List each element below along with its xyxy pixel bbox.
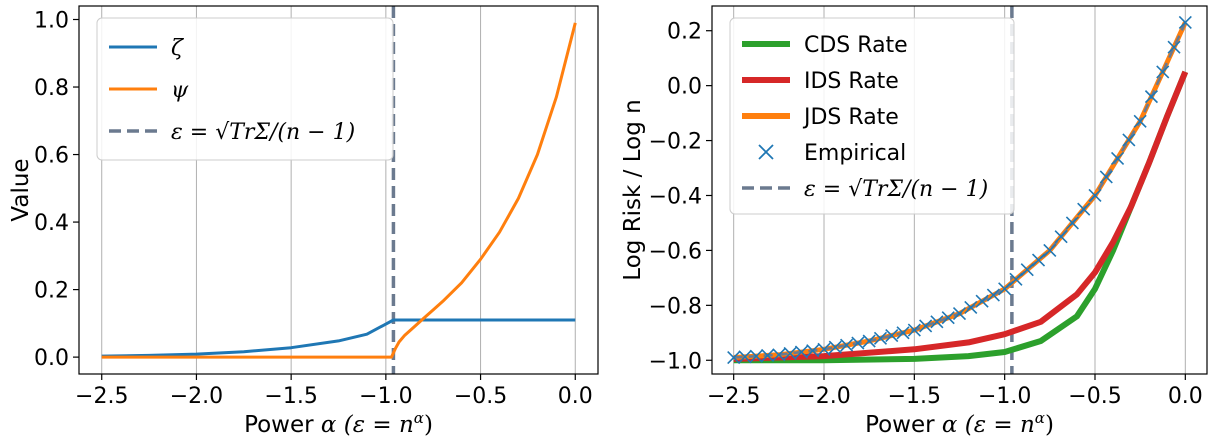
series-line-ψ <box>101 22 577 359</box>
y-tick-label: 0.0 <box>667 75 702 100</box>
legend-label: IDS Rate <box>804 69 899 94</box>
x-tick-label: −2.5 <box>707 384 760 409</box>
axes-frame <box>78 5 599 375</box>
y-tick-label: 0.2 <box>667 20 702 45</box>
empirical-marker <box>919 319 933 333</box>
chart-2: −2.5 −2.0 −1.5 −1.0 −0.5 0.0 −1.0 −0.8 −0.6 −0.4 −… <box>620 5 1208 438</box>
x-tick-label: −0.5 <box>454 384 507 409</box>
legend-label: ε = √TrΣ/(n − 1) <box>171 120 355 145</box>
empirical-marker <box>1043 243 1057 257</box>
y-tick-label: 1.0 <box>34 9 69 34</box>
empirical-marker <box>952 307 967 321</box>
y-tick-label: −0.4 <box>649 184 702 209</box>
axes-frame <box>711 5 1208 375</box>
empirical-marker <box>975 294 989 308</box>
empirical-marker <box>1065 216 1079 230</box>
empirical-marker <box>851 336 865 350</box>
legend-label: CDS Rate <box>804 33 908 58</box>
legend: ζψ ε = √TrΣ/(n − 1) <box>96 17 394 161</box>
x-axis-label: Power α (ε = nα) <box>865 409 1054 438</box>
legend-item: ε = √TrΣ/(n − 1) <box>109 120 355 145</box>
y-tick-label: 0.6 <box>34 144 69 169</box>
x-tick-label: 0.0 <box>1168 384 1203 409</box>
series-line-ids-rate <box>733 70 1189 362</box>
legend-box <box>729 17 1015 215</box>
legend-box <box>96 17 394 161</box>
empirical-marker <box>806 344 820 358</box>
x-tick-label: −1.5 <box>264 384 317 409</box>
legend-label: JDS Rate <box>802 105 899 130</box>
empirical-marker <box>1144 90 1159 104</box>
empirical-marker <box>1099 170 1113 184</box>
empirical-marker <box>760 348 775 363</box>
legend-item: IDS Rate <box>742 69 899 94</box>
legend-item: CDS Rate <box>742 33 908 58</box>
empirical-marker <box>1156 65 1170 79</box>
legend-label: Empirical <box>804 141 906 166</box>
y-tick-label: 0.8 <box>34 76 69 101</box>
legend: CDS Rate IDS Rate JDS Rate Empirical ε = √Tr… <box>729 17 1015 215</box>
chart-1: −2.5 −2.0 −1.5 −1.0 −0.5 0.0 0.0 0.2 0.4 0.6 0.8 1.… <box>8 5 599 438</box>
empirical-marker <box>907 323 921 337</box>
empirical-marker <box>1111 151 1125 165</box>
empirical-marker <box>1088 188 1102 203</box>
empirical-marker <box>1077 202 1091 216</box>
empirical-marker <box>1009 272 1023 286</box>
empirical-marker <box>828 340 842 354</box>
legend-item: JDS Rate <box>742 105 899 130</box>
empirical-marker <box>1178 15 1192 30</box>
empirical-marker <box>772 348 786 362</box>
x-axis-label: Power α (ε = nα) <box>244 409 433 438</box>
y-tick-label: −0.2 <box>649 130 702 155</box>
x-tick-label: −1.0 <box>978 384 1031 409</box>
y-tick-label: −0.8 <box>649 294 702 319</box>
empirical-marker <box>873 331 888 345</box>
empirical-marker <box>840 338 854 352</box>
y-tick-label: 0.0 <box>34 346 69 371</box>
legend-item: Empirical <box>758 141 906 166</box>
empirical-marker <box>1122 133 1136 147</box>
y-tick-label: 0.4 <box>34 211 69 236</box>
empirical-marker <box>817 342 831 356</box>
empirical-marker <box>896 326 910 340</box>
empirical-marker <box>964 300 978 314</box>
x-tick-label: −2.0 <box>797 384 850 409</box>
empirical-marker <box>1133 114 1147 128</box>
x-tick-label: −0.5 <box>1068 384 1121 409</box>
empirical-marker <box>986 288 1000 302</box>
legend-label: ψ <box>171 78 189 103</box>
empirical-marker <box>783 346 797 360</box>
empirical-marker <box>862 334 876 348</box>
empirical-marker <box>941 311 955 325</box>
legend-swatch <box>758 144 774 160</box>
x-tick-label: 0.0 <box>558 384 593 409</box>
legend-item: ψ <box>109 78 189 103</box>
y-axis-label: Log Risk / Log n <box>620 99 646 280</box>
legend-item: ε = √TrΣ/(n − 1) <box>742 177 988 202</box>
y-tick-label: −1.0 <box>649 349 702 374</box>
legend-label: ζ <box>171 36 185 61</box>
y-tick-label: 0.2 <box>34 279 69 304</box>
series-line-ζ <box>101 318 576 358</box>
x-tick-label: −2.0 <box>170 384 223 409</box>
empirical-marker <box>1031 253 1046 267</box>
empirical-marker <box>1054 230 1068 244</box>
empirical-marker <box>998 282 1012 296</box>
x-tick-label: −1.0 <box>359 384 412 409</box>
empirical-marker <box>727 350 741 365</box>
empirical-marker <box>1020 263 1034 277</box>
legend-label: ε = √TrΣ/(n − 1) <box>804 177 988 202</box>
y-axis-label: Value <box>8 158 34 221</box>
empirical-marker <box>794 345 808 359</box>
empirical-marker <box>930 315 944 329</box>
x-tick-label: −2.5 <box>75 384 128 409</box>
empirical-marker <box>885 328 899 343</box>
legend-item: ζ <box>109 36 185 61</box>
empirical-marker <box>1167 40 1181 54</box>
empirical-marker <box>738 350 752 364</box>
empirical-marker <box>749 349 763 363</box>
x-tick-label: −1.5 <box>888 384 941 409</box>
y-tick-label: −0.6 <box>649 239 702 264</box>
